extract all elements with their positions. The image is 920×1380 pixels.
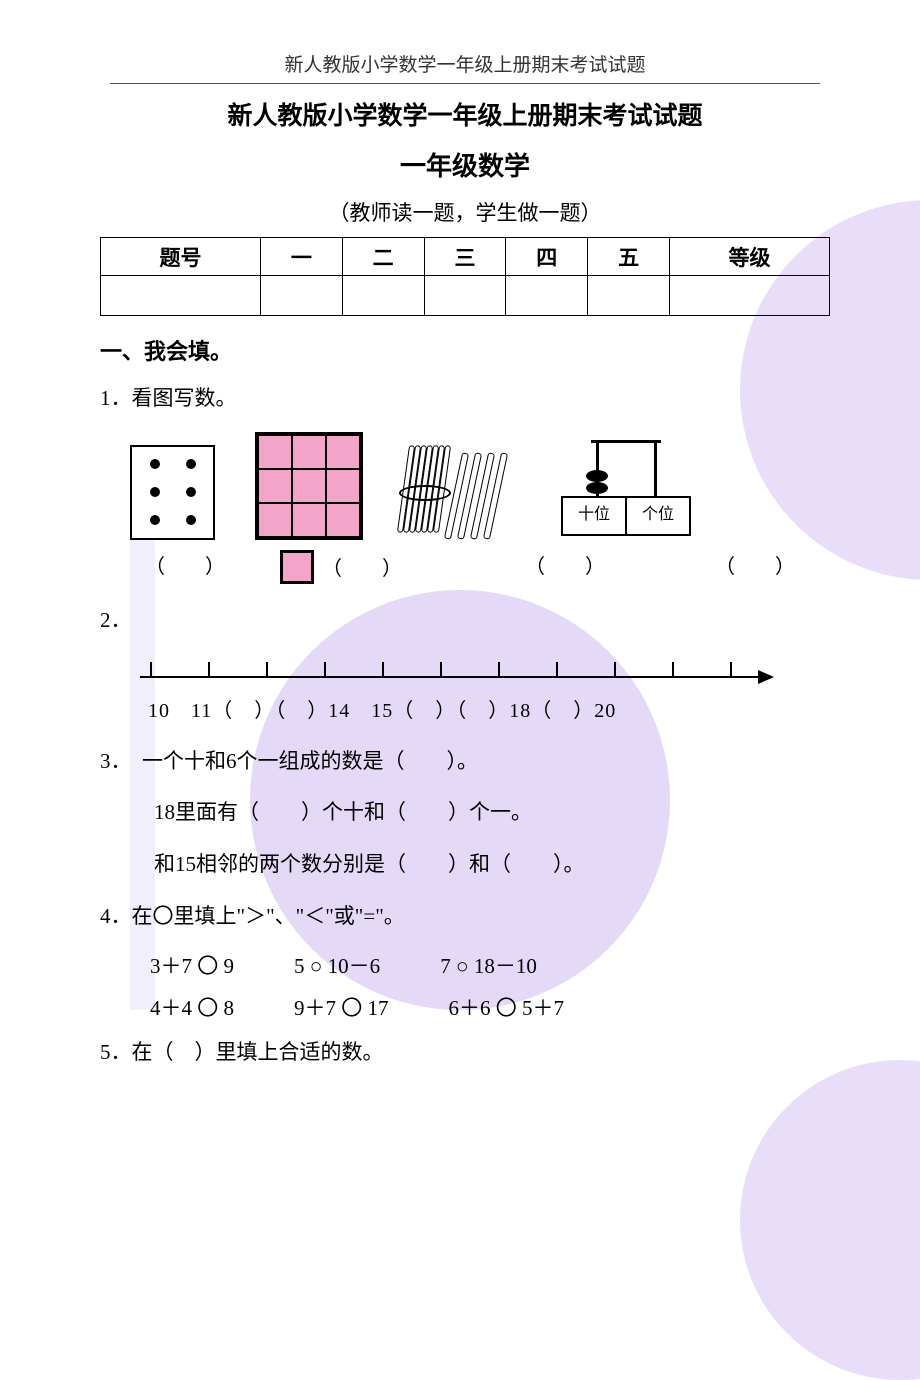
td-blank: [424, 276, 506, 316]
question-3-line1: 3． 一个十和6个一组成的数是（ ）。: [100, 743, 830, 781]
number-line: [100, 654, 830, 684]
title-main: 新人教版小学数学一年级上册期末考试试题: [100, 96, 830, 132]
small-square-icon: [280, 550, 314, 584]
expr: 6＋6 〇 5＋7: [449, 992, 565, 1022]
q4-row1: 3＋7 〇 9 5 ○ 10－6 7 ○ 18－10: [100, 950, 830, 980]
question-3-line3: 和15相邻的两个数分别是（ ）和（ ）。: [100, 846, 830, 884]
q4-row2: 4＋4 〇 8 9＋7 〇 17 6＋6 〇 5＋7: [100, 992, 830, 1022]
td-blank: [669, 276, 829, 316]
td-blank: [506, 276, 588, 316]
fig-dice: [130, 445, 215, 540]
blank: （ ）: [280, 550, 450, 584]
score-table: 题号 一 二 三 四 五 等级: [100, 237, 830, 316]
page-content: 新人教版小学数学一年级上册期末考试试题 新人教版小学数学一年级上册期末考试试题 …: [0, 0, 920, 1072]
section-1-title: 一、我会填。: [100, 334, 830, 366]
blank-text: （ ）: [322, 552, 402, 581]
th: 二: [342, 238, 424, 276]
q1-figures-row: 十位 个位: [100, 432, 830, 540]
td-blank: [588, 276, 670, 316]
abacus-left-label: 十位: [563, 498, 627, 534]
question-4-head: 4．在〇里填上"＞"、"＜"或"="。: [100, 898, 830, 936]
title-sub: 一年级数学: [100, 146, 830, 183]
question-3-line2: 18里面有（ ）个十和（ ）个一。: [100, 794, 830, 832]
q1-blanks-row: （ ） （ ） （ ） （ ）: [100, 550, 830, 584]
number-line-labels: 10 11（ ）（ ）14 15（ ）（ ）18（ ）20: [100, 694, 830, 723]
expr: 3＋7 〇 9: [150, 950, 234, 980]
question-1: 1．看图写数。: [100, 380, 830, 418]
fig-abacus: 十位 个位: [561, 440, 691, 540]
th: 五: [588, 238, 670, 276]
blank: （ ）: [130, 550, 240, 584]
th: 一: [260, 238, 342, 276]
th: 四: [506, 238, 588, 276]
expr: 5 ○ 10－6: [294, 950, 380, 980]
blank: （ ）: [680, 550, 830, 584]
abacus-right-label: 个位: [627, 498, 689, 534]
th: 题号: [101, 238, 261, 276]
td-blank: [101, 276, 261, 316]
expr: 7 ○ 18－10: [440, 950, 537, 980]
th: 等级: [669, 238, 829, 276]
fig-sticks: [403, 445, 501, 540]
running-header: 新人教版小学数学一年级上册期末考试试题: [110, 50, 820, 84]
expr: 4＋4 〇 8: [150, 992, 234, 1022]
question-2: 2．: [100, 602, 830, 640]
th: 三: [424, 238, 506, 276]
fig-grid: [255, 432, 363, 540]
title-note: （教师读一题，学生做一题）: [100, 197, 830, 227]
blank: （ ）: [490, 550, 640, 584]
question-5: 5．在（ ）里填上合适的数。: [100, 1034, 830, 1072]
expr: 9＋7 〇 17: [294, 992, 389, 1022]
td-blank: [260, 276, 342, 316]
td-blank: [342, 276, 424, 316]
bg-decor-circle: [740, 1060, 920, 1380]
